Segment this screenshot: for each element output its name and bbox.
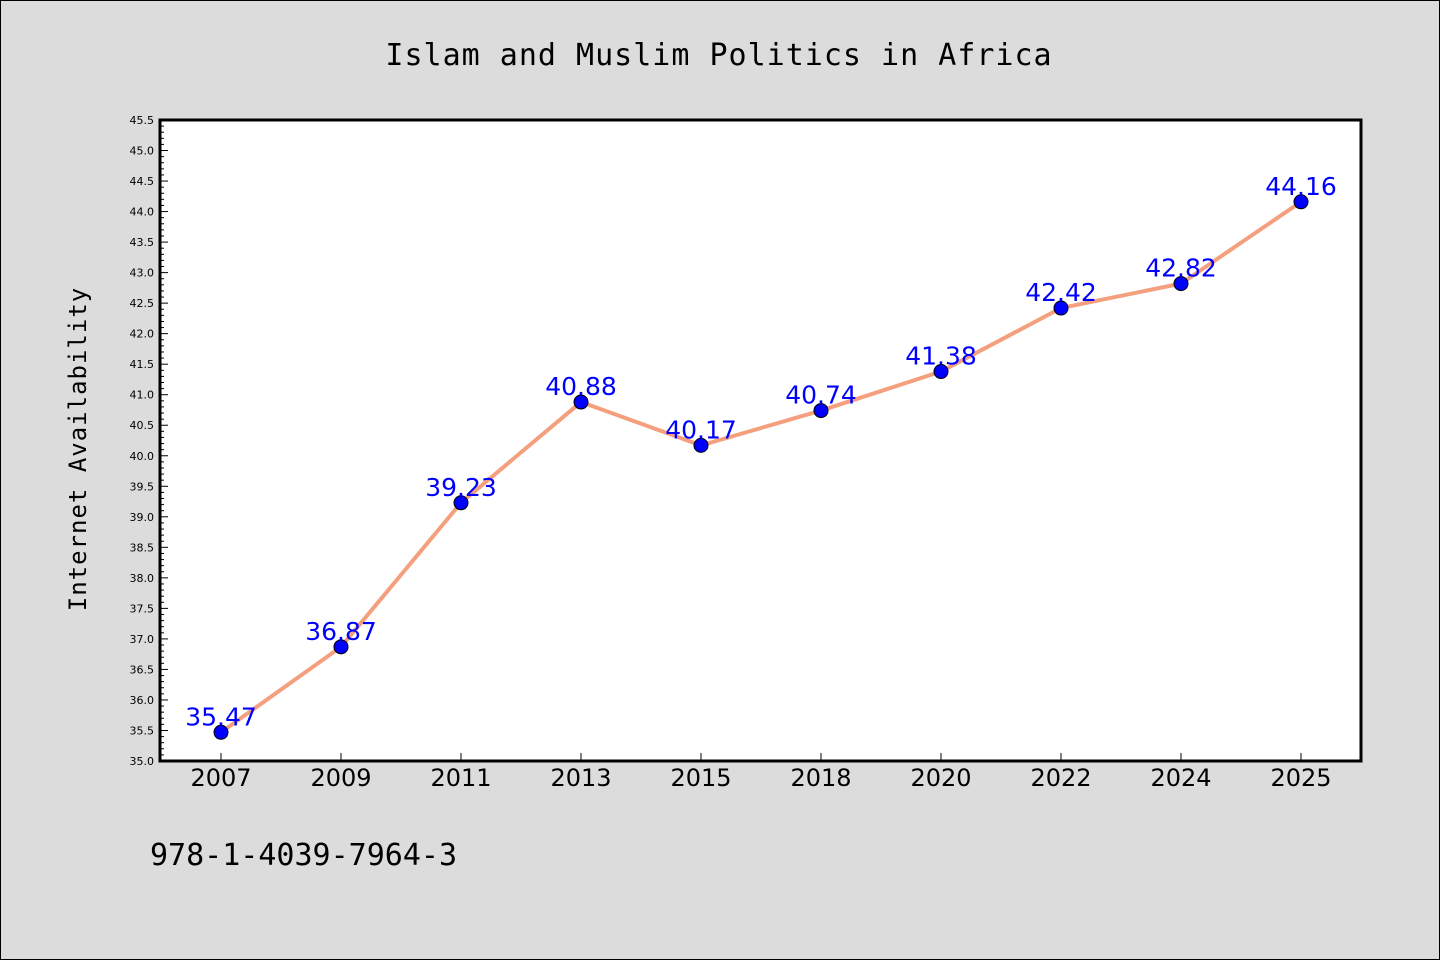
data-label: 39.23	[425, 473, 497, 502]
data-label-layer: 35.47 36.87 39.23 40.88 40.17 40.74 41.38 42.42…	[185, 172, 1337, 732]
y-tick-label: 42.5	[130, 297, 155, 310]
y-tick-label: 38.5	[130, 541, 155, 554]
data-label: 36.87	[305, 617, 377, 646]
y-tick-label: 41.0	[130, 389, 155, 402]
y-tick-label: 45.5	[130, 114, 155, 127]
data-label: 35.47	[185, 702, 257, 731]
x-tick-label: 2018	[790, 764, 851, 792]
y-axis-label: Internet Availability	[64, 287, 92, 611]
y-tick-label: 41.5	[130, 358, 155, 371]
data-label: 40.88	[545, 372, 617, 401]
y-tick-label: 44.5	[130, 175, 155, 188]
data-point	[213, 724, 229, 740]
series-line	[219, 199, 1303, 735]
isbn-text: 978-1-4039-7964-3	[150, 838, 457, 873]
y-tick-label: 36.5	[130, 663, 155, 676]
y-tick-label: 37.0	[130, 633, 155, 646]
x-tick-label: 2007	[190, 764, 251, 792]
x-tick-label: 2024	[1150, 764, 1211, 792]
data-point	[1293, 194, 1309, 210]
data-point	[333, 639, 349, 655]
y-tick-label: 38.0	[130, 572, 155, 585]
x-tick-label: 2011	[430, 764, 491, 792]
y-tick-label: 45.0	[130, 145, 155, 158]
y-tick-label: 40.5	[130, 419, 155, 432]
data-label: 42.82	[1145, 254, 1217, 283]
x-tick-label: 2009	[310, 764, 371, 792]
x-tick-label: 2020	[910, 764, 971, 792]
data-point	[933, 364, 949, 380]
x-tick-label: 2025	[1270, 764, 1331, 792]
y-tick-label: 42.0	[130, 328, 155, 341]
data-label: 41.38	[905, 342, 977, 371]
data-point	[813, 403, 829, 419]
x-axis-ticks: 2007 2009 2011 2013 2015 2018 2020 2022 2024 2025	[190, 753, 1332, 792]
data-point	[453, 495, 469, 511]
y-tick-label: 44.0	[130, 206, 155, 219]
y-tick-label: 36.0	[130, 694, 155, 707]
data-point	[693, 437, 709, 453]
data-label: 44.16	[1265, 172, 1337, 201]
y-tick-label: 43.5	[130, 236, 155, 249]
data-point	[1173, 276, 1189, 292]
y-tick-label: 43.0	[130, 267, 155, 280]
y-tick-label: 35.0	[130, 755, 155, 768]
x-tick-label: 2015	[670, 764, 731, 792]
chart-title: Islam and Muslim Politics in Africa	[385, 38, 1052, 73]
x-tick-label: 2022	[1030, 764, 1091, 792]
x-tick-label: 2013	[550, 764, 611, 792]
series-layer	[213, 194, 1309, 740]
y-tick-label: 40.0	[130, 450, 155, 463]
y-tick-label: 39.0	[130, 511, 155, 524]
y-axis-ticks: 35.0 35.5 36.0 36.5 37.0 37.5 38.0 38.5 39.0 39.5…	[130, 114, 168, 768]
data-point	[573, 394, 589, 410]
y-tick-label: 35.5	[130, 724, 155, 737]
data-point	[1053, 300, 1069, 316]
data-label: 40.17	[665, 415, 737, 444]
data-label: 42.42	[1025, 278, 1097, 307]
y-tick-label: 37.5	[130, 602, 155, 615]
plot-area	[158, 118, 1363, 763]
y-tick-label: 39.5	[130, 480, 155, 493]
data-label: 40.74	[785, 381, 857, 410]
